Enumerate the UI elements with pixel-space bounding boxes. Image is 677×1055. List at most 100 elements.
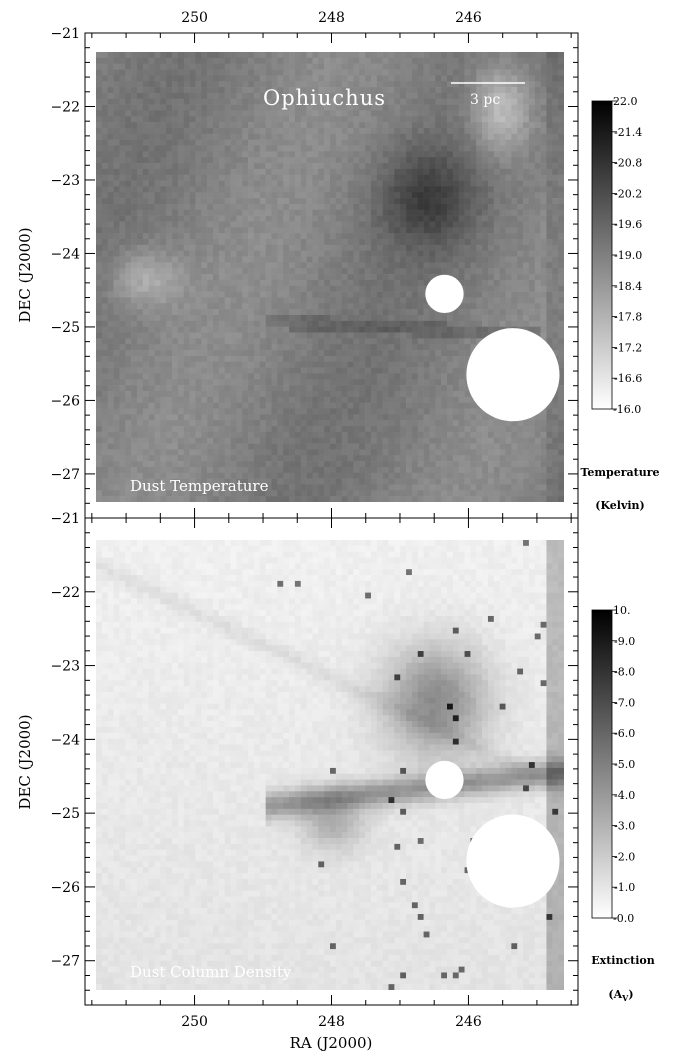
map-pixel [259,98,266,105]
map-pixel [183,250,190,257]
map-pixel [177,75,185,82]
map-pixel [96,221,103,228]
map-pixel [558,151,564,158]
map-pixel [154,367,161,374]
map-pixel [417,285,424,292]
map-pixel [230,163,237,170]
map-pixel [394,87,401,94]
map-pixel [189,92,196,100]
map-pixel [136,110,144,117]
map-pixel [429,133,436,140]
map-pixel [523,326,530,333]
map-pixel [207,221,214,228]
map-pixel [528,98,536,105]
map-pixel [177,402,185,409]
map-pixel [242,157,249,164]
map-pixel [242,98,249,105]
map-pixel [394,81,401,88]
map-pixel [177,163,185,170]
map-pixel [172,414,179,421]
map-pixel [154,163,161,170]
map-pixel [289,297,296,304]
map-pixel [400,163,407,170]
map-pixel [96,52,103,59]
map-pixel [271,215,278,222]
map-pixel [324,250,331,257]
map-pixel [213,402,220,409]
map-pixel [224,344,231,351]
map-pixel [511,168,518,176]
map-pixel [493,326,500,333]
map-pixel [236,239,243,246]
map-pixel [259,244,266,251]
map-pixel [294,116,302,123]
map-pixel [330,180,337,187]
map-pixel [370,133,378,140]
map-pixel [113,69,120,76]
map-pixel [195,355,202,363]
map-pixel [528,81,536,88]
map-pixel [388,63,395,70]
map-pixel [400,262,407,269]
map-pixel [195,145,202,152]
map-pixel [306,227,313,234]
map-pixel [224,122,231,129]
map-pixel [101,192,108,199]
map-pixel [253,133,261,140]
map-pixel [353,133,360,140]
map-pixel [172,69,179,76]
map-pixel [441,168,448,176]
map-pixel [546,122,553,129]
map-pixel [447,52,454,59]
map-pixel [119,326,126,333]
map-pixel [300,145,307,152]
map-pixel [213,373,220,380]
map-pixel [160,314,167,322]
map-pixel [312,332,319,339]
map-pixel [406,139,413,146]
map-pixel [306,203,313,211]
map-pixel [318,244,325,251]
map-pixel [335,221,342,228]
map-pixel [394,98,401,105]
map-pixel [394,57,401,64]
map-pixel [107,262,114,269]
map-pixel [195,250,202,257]
map-pixel [253,110,261,117]
map-pixel [160,87,167,94]
map-pixel [359,221,366,228]
map-pixel [101,291,108,298]
map-pixel [107,87,114,94]
map-pixel [423,203,430,211]
map-pixel [429,174,436,181]
map-pixel [248,367,255,374]
map-pixel [341,268,348,275]
map-pixel [546,244,553,251]
map-pixel [458,367,465,374]
map-pixel [177,104,185,111]
map-pixel [534,274,541,281]
map-pixel [476,122,483,129]
map-pixel [107,209,114,216]
map-pixel [177,408,185,415]
map-pixel [458,408,465,415]
map-pixel [253,279,261,287]
map-pixel [294,262,302,269]
map-pixel [154,414,161,421]
map-pixel [493,57,500,64]
map-pixel [166,297,173,304]
map-pixel [148,87,155,94]
map-pixel [452,332,459,339]
map-pixel [499,151,506,158]
map-pixel [107,244,114,251]
map-pixel [312,338,319,345]
map-pixel [259,309,266,316]
map-pixel [470,139,477,146]
map-pixel [265,52,272,59]
map-pixel [271,279,278,287]
map-pixel [259,402,266,409]
map-pixel [429,373,436,380]
map-pixel [166,174,173,181]
map-pixel [107,402,114,409]
map-pixel [400,203,407,211]
